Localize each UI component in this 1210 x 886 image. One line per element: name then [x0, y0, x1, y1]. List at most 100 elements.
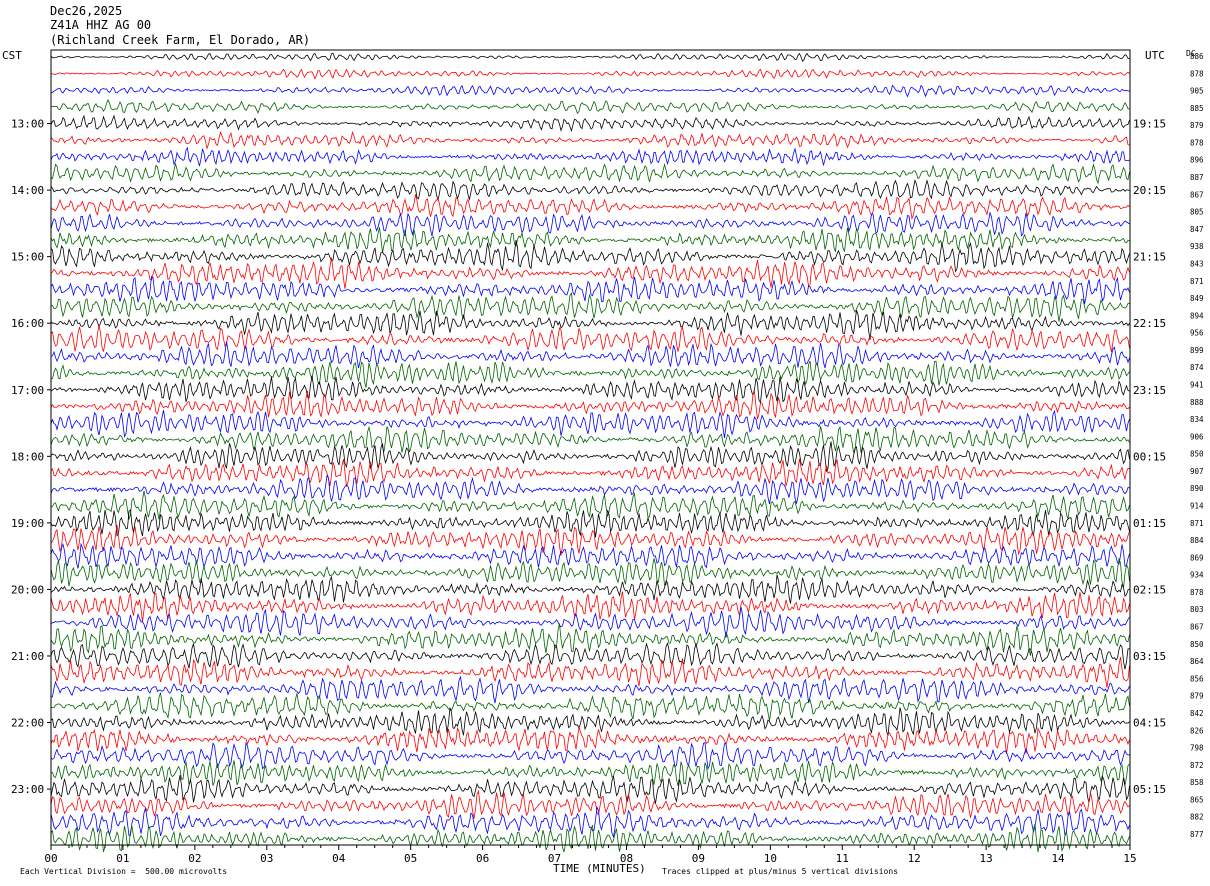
right-hour-label: 22:15	[1133, 317, 1166, 330]
seismic-trace	[50, 741, 1130, 771]
right-hour-label: 19:15	[1133, 118, 1166, 131]
seismic-trace	[50, 806, 1130, 839]
x-tick-label: 12	[908, 852, 921, 865]
left-hour-label: 14:00	[11, 184, 44, 197]
seismic-trace	[50, 240, 1130, 273]
seismic-trace	[50, 509, 1130, 538]
left-hour-label: 23:00	[11, 783, 44, 796]
dc-offset-value: 894	[1190, 311, 1204, 320]
x-tick-label: 11	[836, 852, 849, 865]
seismic-trace	[50, 146, 1130, 167]
dc-offset-value: 842	[1190, 709, 1204, 718]
right-hour-label: 03:15	[1133, 650, 1166, 663]
seismic-trace	[50, 292, 1130, 322]
left-hour-label: 19:00	[11, 517, 44, 530]
left-hour-label: 20:00	[11, 583, 44, 596]
x-tick-label: 15	[1123, 852, 1136, 865]
x-tick-label: 13	[980, 852, 993, 865]
dc-offset-value: 867	[1190, 623, 1204, 632]
plot-frame	[50, 49, 1131, 846]
left-timezone-label: CST	[2, 49, 22, 62]
seismic-trace	[50, 692, 1130, 721]
dc-offset-value: 882	[1190, 813, 1204, 822]
x-tick-label: 05	[404, 852, 417, 865]
dc-offset-value: 888	[1190, 398, 1204, 407]
seismic-trace	[50, 211, 1130, 237]
x-tick-label: 03	[260, 852, 273, 865]
header-date: Dec26,2025	[50, 4, 123, 18]
right-hour-label: 04:15	[1133, 717, 1166, 730]
dc-offset-value: 805	[1190, 208, 1204, 217]
right-hour-label: 21:15	[1133, 251, 1166, 264]
left-hour-label: 15:00	[11, 251, 44, 264]
seismic-trace	[50, 194, 1130, 221]
seismic-trace	[50, 490, 1130, 520]
dc-offset-value: 849	[1190, 294, 1204, 303]
dc-offset-value: 867	[1190, 190, 1204, 199]
seismic-trace	[50, 441, 1130, 473]
left-hour-label: 18:00	[11, 450, 44, 463]
dc-offset-value: 886	[1190, 52, 1204, 61]
seismic-trace	[50, 623, 1130, 656]
x-tick-label: 02	[188, 852, 201, 865]
dc-offset-value: 934	[1190, 571, 1204, 580]
dc-offset-value: 874	[1190, 363, 1204, 372]
seismic-trace	[50, 726, 1130, 754]
seismic-trace	[50, 130, 1130, 150]
header-location: (Richland Creek Farm, El Dorado, AR)	[50, 33, 311, 47]
dc-offset-value: 899	[1190, 346, 1204, 355]
seismic-trace	[50, 375, 1130, 404]
seismic-trace	[50, 425, 1130, 454]
dc-offset-value: 871	[1190, 519, 1204, 528]
right-hour-label: 02:15	[1133, 583, 1166, 596]
seismic-trace	[50, 657, 1130, 688]
dc-offset-value: 906	[1190, 432, 1204, 441]
dc-offset-value: 885	[1190, 104, 1204, 113]
dc-offset-value: 798	[1190, 744, 1204, 753]
left-hour-label: 13:00	[11, 118, 44, 131]
dc-offset-value: 871	[1190, 277, 1204, 286]
seismic-trace	[50, 542, 1130, 569]
right-hour-label: 23:15	[1133, 384, 1166, 397]
seismic-trace	[50, 163, 1130, 185]
x-tick-label: 06	[476, 852, 489, 865]
dc-offset-value: 956	[1190, 329, 1204, 338]
seismic-trace	[50, 257, 1130, 289]
right-hour-label: 05:15	[1133, 783, 1166, 796]
dc-offset-value: 907	[1190, 467, 1204, 476]
seismic-trace	[50, 642, 1130, 670]
seismic-trace	[50, 675, 1130, 704]
dc-offset-value: 856	[1190, 674, 1204, 683]
left-hour-label: 21:00	[11, 650, 44, 663]
seismic-trace	[50, 84, 1130, 98]
seismic-trace	[50, 458, 1130, 487]
dc-offset-value: 803	[1190, 605, 1204, 614]
left-hour-label: 17:00	[11, 384, 44, 397]
seismic-trace	[50, 760, 1130, 786]
seismic-trace	[50, 114, 1130, 133]
seismic-trace	[50, 341, 1130, 369]
seismic-trace	[50, 179, 1130, 202]
seismic-trace	[50, 390, 1130, 420]
dc-offset-value: 879	[1190, 692, 1204, 701]
left-hour-label: 22:00	[11, 717, 44, 730]
x-tick-label: 08	[620, 852, 633, 865]
left-hour-label: 16:00	[11, 317, 44, 330]
dc-header-label: DC	[1186, 49, 1196, 58]
dc-offset-value: 887	[1190, 173, 1204, 182]
x-tick-label: 01	[116, 852, 129, 865]
dc-offset-value: 850	[1190, 450, 1204, 459]
seismic-trace	[50, 525, 1130, 556]
seismic-trace	[50, 68, 1130, 80]
right-hour-label: 00:15	[1133, 450, 1166, 463]
dc-offset-value: 847	[1190, 225, 1204, 234]
clip-note: Traces clipped at plus/minus 5 vertical …	[662, 867, 899, 876]
seismic-trace	[50, 474, 1130, 504]
dc-offset-value: 890	[1190, 484, 1204, 493]
dc-offset-value: 878	[1190, 588, 1204, 597]
seismic-trace	[50, 824, 1130, 853]
dc-offset-value: 843	[1190, 259, 1204, 268]
dc-offset-value: 914	[1190, 502, 1204, 511]
seismic-trace	[50, 774, 1130, 804]
